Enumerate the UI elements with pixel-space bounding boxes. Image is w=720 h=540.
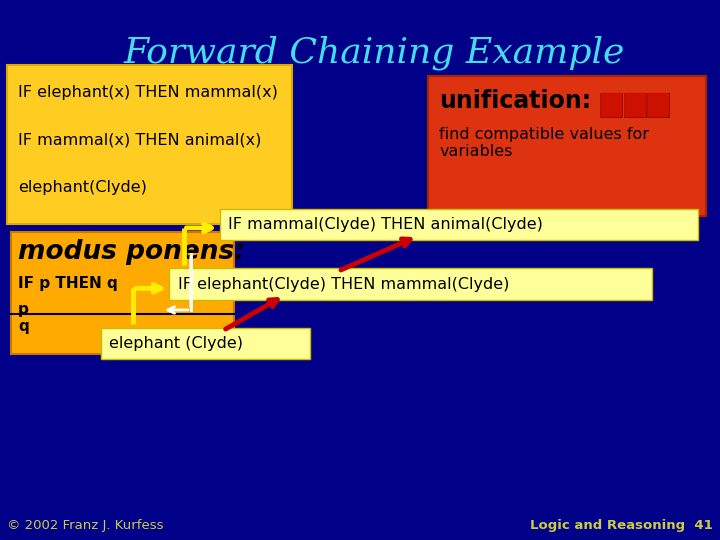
Text: elephant(Clyde): elephant(Clyde): [18, 180, 147, 195]
Text: unification:: unification:: [439, 89, 591, 113]
FancyBboxPatch shape: [600, 93, 622, 117]
FancyBboxPatch shape: [220, 209, 698, 240]
Text: Forward Chaining Example: Forward Chaining Example: [124, 35, 625, 70]
FancyBboxPatch shape: [11, 232, 234, 354]
FancyBboxPatch shape: [169, 268, 652, 300]
Polygon shape: [625, 93, 645, 116]
FancyBboxPatch shape: [7, 65, 292, 224]
Text: IF mammal(x) THEN animal(x): IF mammal(x) THEN animal(x): [18, 133, 261, 148]
FancyBboxPatch shape: [101, 328, 310, 359]
Text: IF elephant(x) THEN mammal(x): IF elephant(x) THEN mammal(x): [18, 85, 278, 100]
FancyBboxPatch shape: [647, 93, 669, 117]
Polygon shape: [601, 93, 621, 116]
Text: find compatible values for
variables: find compatible values for variables: [439, 127, 649, 159]
FancyBboxPatch shape: [624, 93, 646, 117]
Text: IF mammal(Clyde) THEN animal(Clyde): IF mammal(Clyde) THEN animal(Clyde): [228, 217, 543, 232]
Text: IF p THEN q: IF p THEN q: [18, 276, 118, 292]
Text: Logic and Reasoning  41: Logic and Reasoning 41: [530, 519, 713, 532]
Text: elephant (Clyde): elephant (Clyde): [109, 336, 243, 351]
Text: q: q: [18, 319, 29, 334]
Text: © 2002 Franz J. Kurfess: © 2002 Franz J. Kurfess: [7, 519, 163, 532]
Text: IF elephant(Clyde) THEN mammal(Clyde): IF elephant(Clyde) THEN mammal(Clyde): [178, 276, 509, 292]
Polygon shape: [648, 93, 668, 116]
FancyBboxPatch shape: [428, 76, 706, 216]
Text: p: p: [18, 302, 29, 318]
Text: modus ponens:: modus ponens:: [18, 239, 245, 265]
